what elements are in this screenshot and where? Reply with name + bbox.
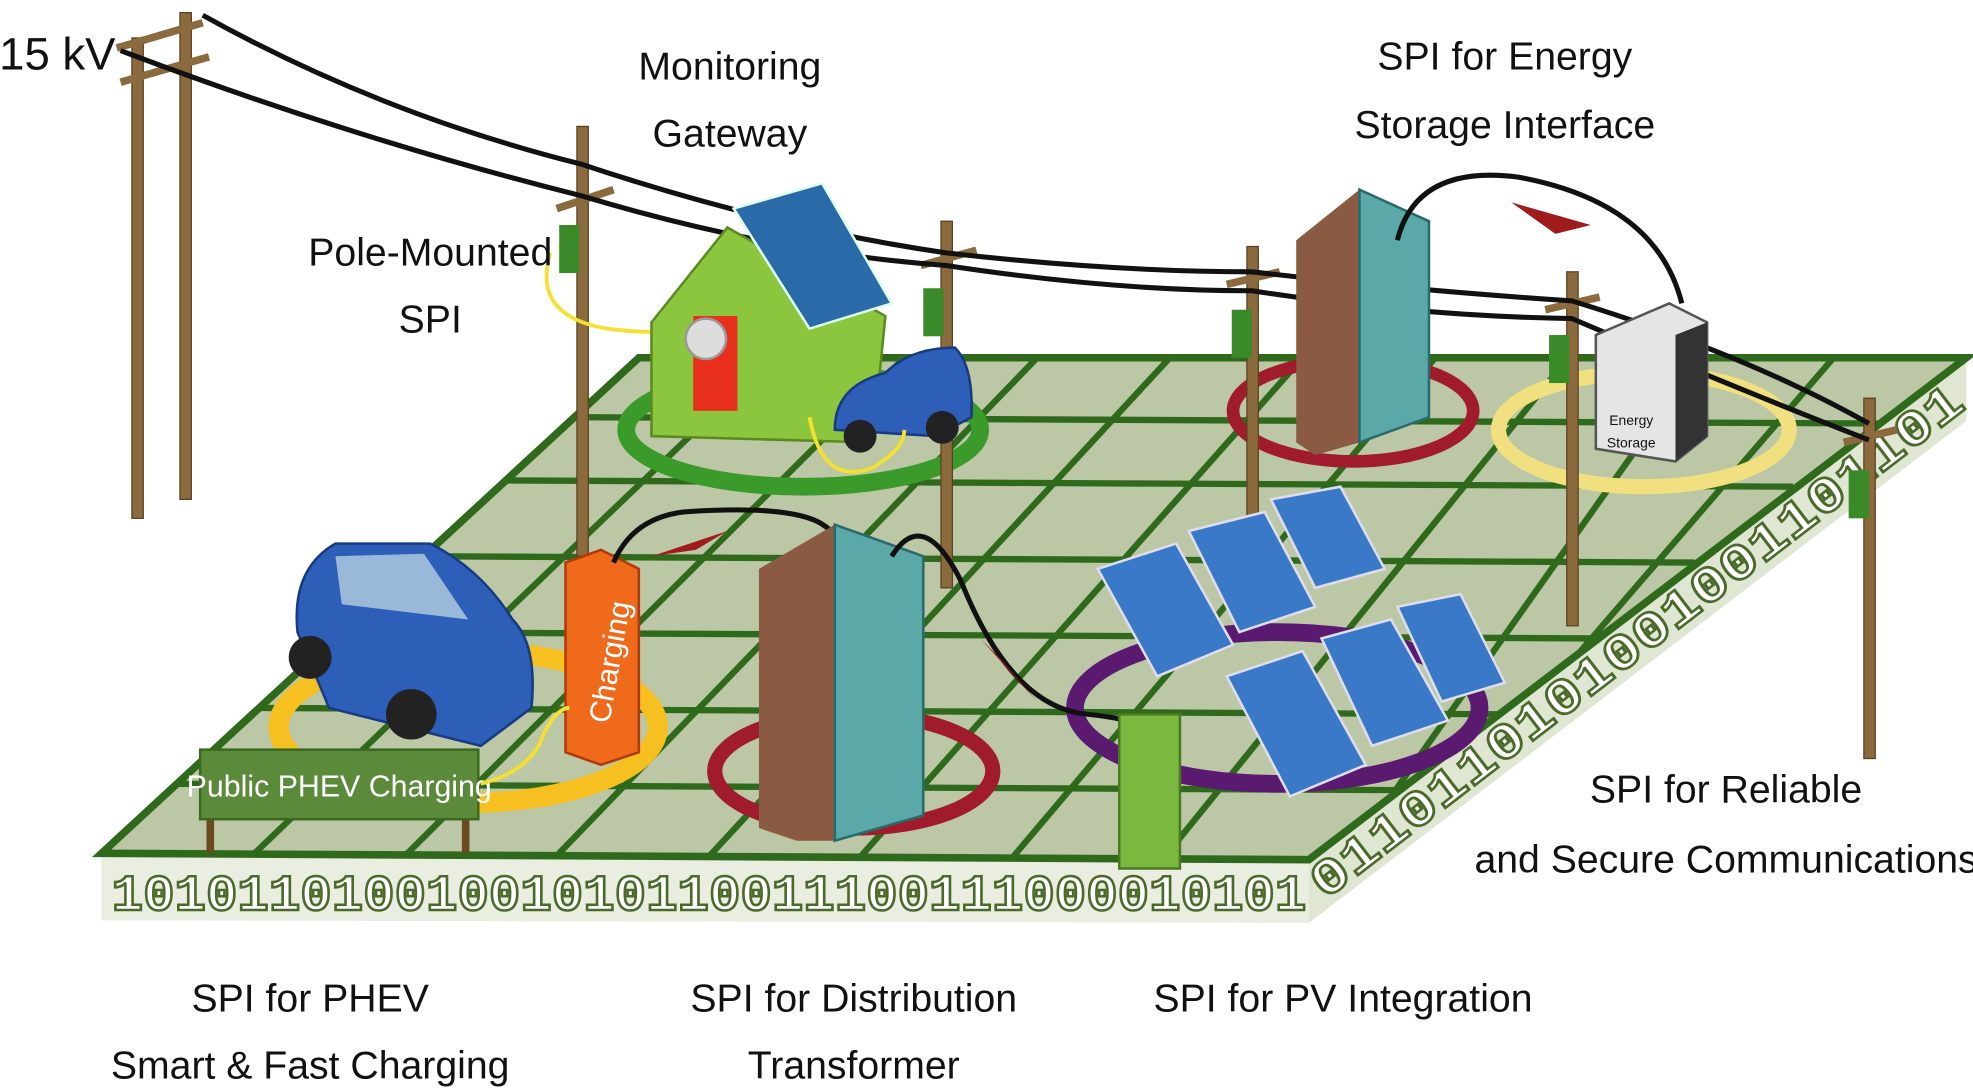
wheel: [386, 688, 437, 740]
pole-spi: [1549, 335, 1570, 384]
transformer-face: [833, 522, 925, 843]
pole-spi: [559, 225, 580, 274]
crossarm: [115, 19, 204, 52]
transformer-front-unit: [758, 522, 925, 843]
crossarm: [1842, 426, 1898, 447]
voltage-label: 15 kV: [0, 29, 116, 80]
platform-front: [101, 853, 1309, 923]
solar-panel: [1319, 617, 1450, 748]
charger-body: [564, 548, 641, 767]
label: Transformer: [748, 1044, 960, 1087]
label: Monitoring: [638, 46, 821, 89]
sign-post: [461, 809, 470, 854]
pole-spi: [1231, 309, 1252, 358]
storage-label: Energy: [1609, 412, 1653, 428]
meter: [684, 317, 728, 361]
roof-solar: [731, 181, 894, 331]
ring-pv: [1066, 623, 1489, 793]
grid-line: [857, 355, 1305, 860]
storage-side: [1675, 322, 1708, 462]
flow-arrow: [980, 638, 1038, 702]
flow-arrow: [1511, 202, 1591, 234]
transformer-front: [1358, 187, 1431, 445]
solar-panel: [1095, 542, 1235, 678]
label: SPI for Distribution: [690, 977, 1017, 1020]
transformer-side: [758, 524, 835, 841]
label: SPI for PHEV: [191, 977, 428, 1020]
label: SPI: [399, 298, 462, 341]
pole: [576, 125, 589, 557]
pole: [1246, 245, 1259, 519]
pole: [131, 37, 144, 519]
car-small: [833, 346, 973, 453]
binary-front: 10101101001001010110011100111000010101: [112, 869, 1307, 926]
pole: [1566, 271, 1579, 627]
sign-label: Public PHEV Charging: [187, 770, 492, 803]
pole: [1863, 397, 1876, 760]
house: [650, 181, 894, 444]
pv-array: [1095, 485, 1507, 799]
transformer-side: [1296, 189, 1360, 456]
charge-cable: [807, 416, 907, 474]
pv-spi: [1117, 713, 1182, 870]
pv-wire: [889, 533, 1146, 730]
solar-panel: [1395, 592, 1507, 704]
wheel: [925, 410, 959, 444]
pole-spi: [923, 288, 944, 337]
public-sign: Public PHEV Charging: [187, 748, 492, 854]
label: SPI for Energy: [1377, 36, 1632, 79]
label: Gateway: [653, 113, 808, 156]
charging-station: Charging: [564, 548, 641, 767]
sign-board: [198, 748, 480, 821]
label: and Secure Communications: [1474, 838, 1973, 881]
label: Storage Interface: [1355, 104, 1656, 147]
storage-wire: [1394, 172, 1685, 305]
sign-post: [206, 809, 215, 854]
platform-side: [1308, 357, 1967, 923]
charge-cable: [480, 706, 570, 786]
car-large: [288, 542, 534, 748]
label: Pole-Mounted: [308, 231, 552, 274]
storage-label: Storage: [1607, 435, 1656, 451]
pole: [179, 12, 192, 500]
grid-line: [423, 553, 1695, 566]
power-wire: [201, 12, 1871, 426]
wheel: [843, 419, 877, 453]
solar-panel: [1186, 510, 1318, 634]
solar-panel: [1269, 485, 1387, 590]
transformer-back: [1296, 187, 1431, 456]
label: SPI for PV Integration: [1153, 977, 1532, 1020]
label: Smart & Fast Charging: [111, 1044, 510, 1087]
power-wire: [119, 48, 1870, 443]
solar-panel: [1224, 649, 1368, 799]
label: SPI for Reliable: [1590, 769, 1862, 812]
energy-storage: Energy Storage: [1594, 302, 1709, 463]
pole-spi: [1848, 470, 1869, 519]
wheel: [288, 635, 332, 679]
car-window: [335, 553, 469, 620]
